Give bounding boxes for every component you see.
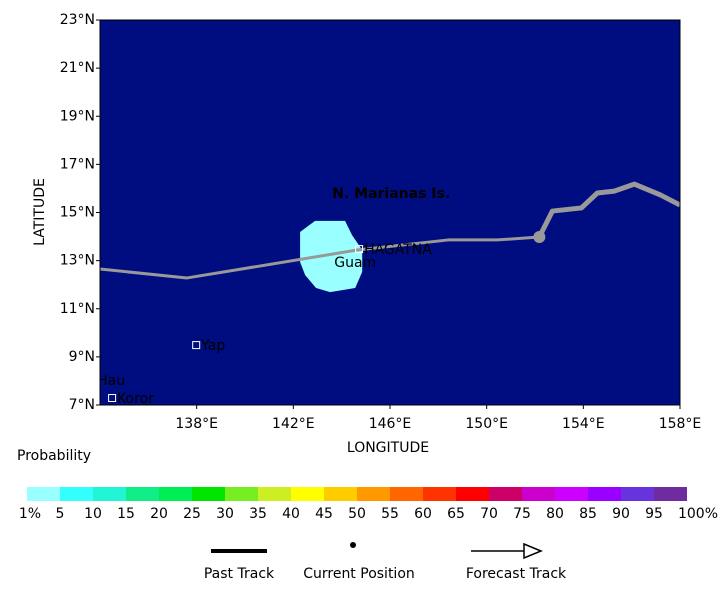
current-position (533, 231, 546, 244)
legend-label: 50 (348, 506, 366, 522)
y-tick-label: 23°N (60, 12, 95, 28)
legend-label: 30 (216, 506, 234, 522)
legend-swatch (324, 487, 357, 501)
legend-label: 5 (56, 506, 65, 522)
legend-label: 80 (546, 506, 564, 522)
x-tick-label: 154°E (562, 416, 605, 432)
track-past (537, 181, 680, 239)
y-axis-label: LATITUDE (32, 178, 48, 246)
legend-swatch (126, 487, 159, 501)
legend-swatch (192, 487, 225, 501)
x-tick-label: 150°E (465, 416, 508, 432)
legend-swatch (357, 487, 390, 501)
legend-label: 90 (612, 506, 630, 522)
legend-label: 10 (84, 506, 102, 522)
legend-label: 70 (480, 506, 498, 522)
probability-area (300, 220, 363, 293)
legend-title: Probability (17, 448, 91, 464)
legend-swatch (27, 487, 60, 501)
legend-swatch (258, 487, 291, 501)
legend-label: 55 (381, 506, 399, 522)
legend-label: 25 (183, 506, 201, 522)
map-frame (99, 19, 681, 406)
x-tick-label: 142°E (272, 416, 315, 432)
legend-swatch (93, 487, 126, 501)
current-position-label: Current Position (303, 566, 415, 582)
legend-swatch (225, 487, 258, 501)
current-position-icon (350, 542, 356, 548)
place-marker (108, 394, 117, 403)
y-tick-label: 7°N (69, 397, 95, 413)
legend-swatch (390, 487, 423, 501)
place-label: Koror (117, 391, 154, 407)
legend-label: 95 (645, 506, 663, 522)
legend-swatch (621, 487, 654, 501)
y-tick-label: 15°N (60, 205, 95, 221)
y-tick-label: 19°N (60, 108, 95, 124)
legend-swatch (489, 487, 522, 501)
y-tick-label: 13°N (60, 253, 95, 269)
place-label: HAGATNA (364, 242, 432, 258)
legend-label: 85 (579, 506, 597, 522)
place-label: Yap (200, 338, 225, 354)
legend-label: 1% (19, 506, 41, 522)
place-label: Hau (97, 373, 125, 389)
legend-swatch (456, 487, 489, 501)
place-marker (192, 341, 201, 350)
x-tick-label: 138°E (175, 416, 218, 432)
map-background (100, 20, 680, 405)
legend-swatch (159, 487, 192, 501)
y-tick-label: 9°N (69, 349, 95, 365)
legend-swatch (423, 487, 456, 501)
legend-label: 60 (414, 506, 432, 522)
legend-label: 15 (117, 506, 135, 522)
place-label: N. Marianas Is. (332, 186, 450, 202)
x-axis-label: LONGITUDE (347, 440, 429, 456)
forecast-track-label: Forecast Track (466, 566, 567, 582)
y-tick-label: 21°N (60, 60, 95, 76)
legend-label: 75 (513, 506, 531, 522)
place-marker (355, 245, 364, 254)
legend-label: 20 (150, 506, 168, 522)
y-tick-label: 11°N (60, 301, 95, 317)
place-label: Guam (334, 255, 376, 271)
legend-label: 65 (447, 506, 465, 522)
legend-swatch (588, 487, 621, 501)
legend-label: 45 (315, 506, 333, 522)
legend-label: 100% (678, 506, 718, 522)
y-tick-label: 17°N (60, 156, 95, 172)
legend-label: 40 (282, 506, 300, 522)
forecast-arrow-head (523, 542, 543, 560)
past-track-label: Past Track (204, 566, 275, 582)
legend-label: 35 (249, 506, 267, 522)
x-tick-label: 158°E (659, 416, 702, 432)
legend-swatch (654, 487, 687, 501)
legend-swatch (522, 487, 555, 501)
legend-swatch (60, 487, 93, 501)
legend-swatch (555, 487, 588, 501)
x-tick-label: 146°E (369, 416, 412, 432)
legend-swatch (291, 487, 324, 501)
track-forecast (100, 235, 540, 280)
